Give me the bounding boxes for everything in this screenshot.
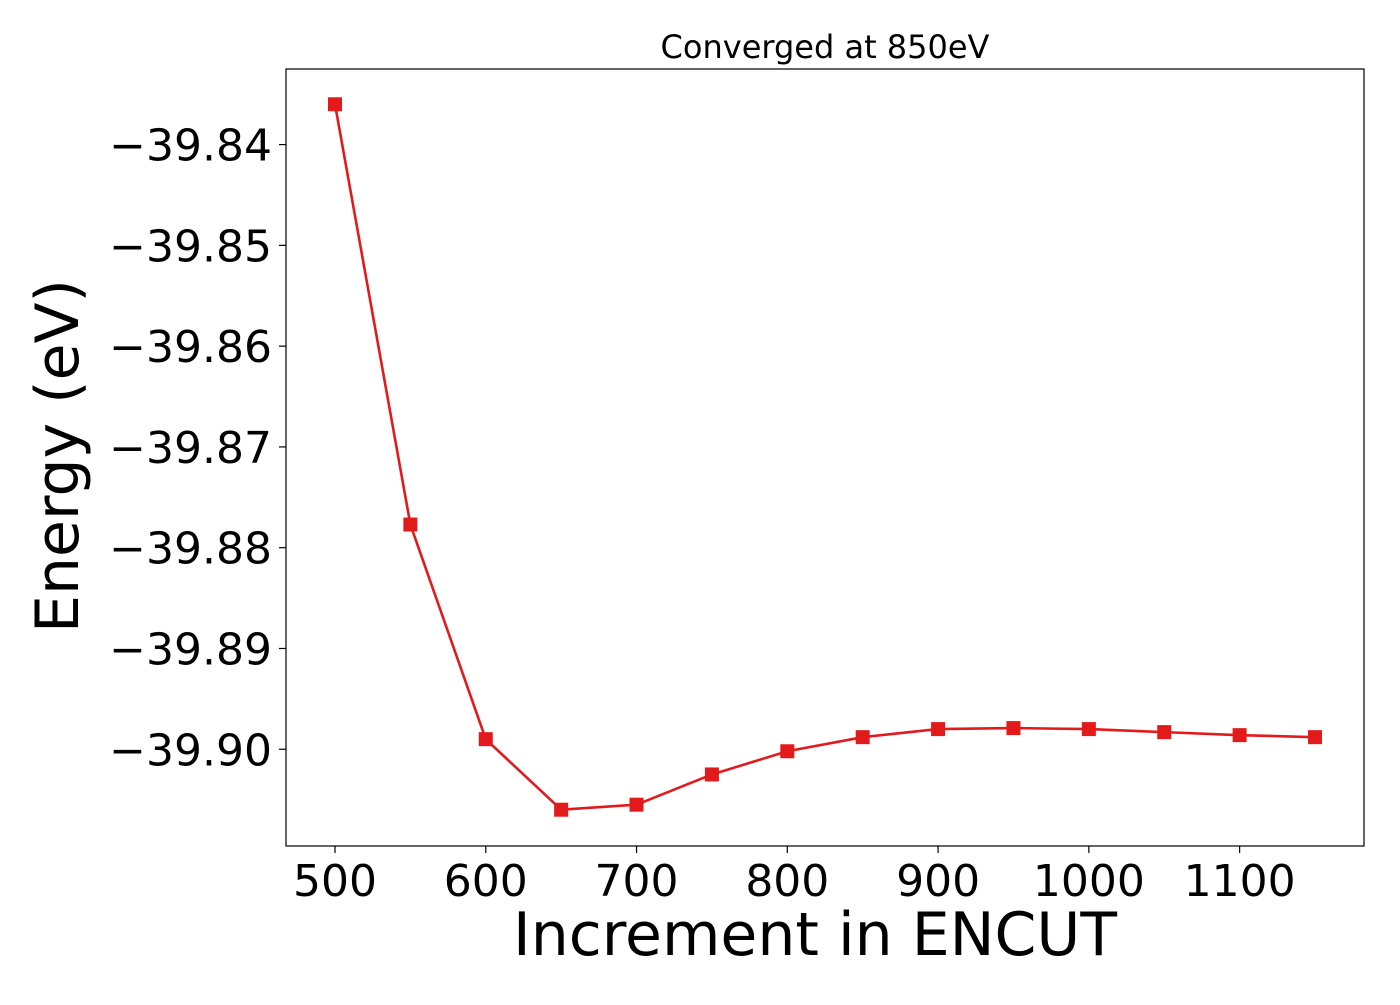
y-tick-label: −39.87 <box>109 423 272 474</box>
data-point-marker <box>478 732 493 747</box>
x-tick-label: 1100 <box>1184 856 1296 907</box>
x-tick-label: 500 <box>293 856 377 907</box>
x-tick-label: 600 <box>444 856 528 907</box>
plot-area: 500 600 700 800 900 1000 1100 −39.84 −39.85 −39.8… <box>109 68 1365 907</box>
y-tick-label: −39.86 <box>109 322 272 373</box>
series-line <box>333 104 1316 812</box>
x-tick-label: 1000 <box>1033 856 1145 907</box>
data-point-marker <box>554 802 569 817</box>
x-tick-label: 900 <box>896 856 980 907</box>
y-tick-label: −39.89 <box>109 624 272 675</box>
plot-frame <box>285 68 1365 847</box>
y-axis-label: Energy (eV) <box>23 279 93 633</box>
y-tick-label: −39.85 <box>109 221 272 272</box>
y-tick-label: −39.84 <box>109 121 272 172</box>
data-point-marker <box>328 97 342 112</box>
data-point-marker <box>704 767 719 782</box>
y-tick-label: −39.90 <box>109 725 272 776</box>
data-point-marker <box>1308 730 1322 745</box>
data-point-marker <box>780 744 795 759</box>
data-point-marker <box>931 722 946 737</box>
x-tick-label: 700 <box>595 856 679 907</box>
chart-title: Converged at 850eV <box>661 28 990 66</box>
y-tick-label: −39.88 <box>109 524 272 575</box>
data-point-marker <box>403 517 418 532</box>
x-tick-label: 800 <box>745 856 829 907</box>
data-point-marker <box>1006 721 1021 736</box>
data-point-marker <box>1157 725 1172 740</box>
data-point-marker <box>1081 722 1096 737</box>
data-point-marker <box>1232 728 1247 743</box>
x-axis-label: Increment in ENCUT <box>513 900 1117 970</box>
data-point-marker <box>629 797 644 812</box>
data-point-marker <box>855 730 870 745</box>
